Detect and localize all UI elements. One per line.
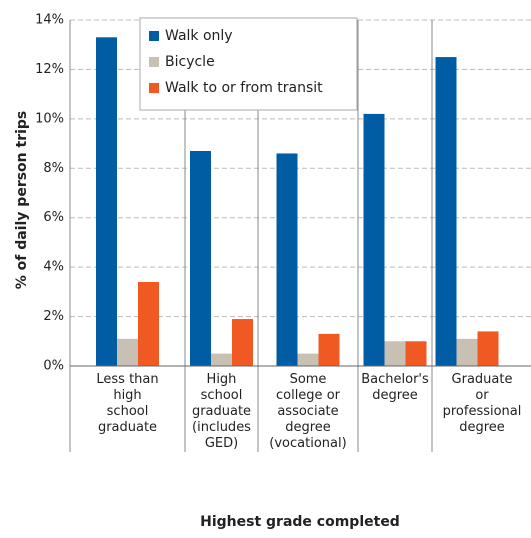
y-tick-label: 0% [43, 359, 64, 374]
y-tick-label: 12% [35, 62, 64, 77]
bar [276, 153, 298, 366]
bar [456, 338, 478, 366]
y-tick-label: 6% [43, 210, 64, 225]
bar [477, 331, 499, 366]
y-tick-label: 14% [35, 13, 64, 28]
legend-label: Walk to or from transit [165, 80, 323, 96]
legend-swatch [149, 31, 159, 41]
y-tick-label: 10% [35, 111, 64, 126]
bar [435, 57, 457, 366]
x-tick-label: Bachelor's degree [361, 372, 429, 403]
bar [297, 353, 319, 366]
y-tick-label: 4% [43, 260, 64, 275]
legend: Walk only Bicycle Walk to or from transit [139, 17, 358, 111]
legend-label: Walk only [165, 28, 233, 44]
bar [405, 341, 427, 366]
x-tick-label: Some college or associate degree (vocati… [269, 372, 347, 451]
x-tick-label: High school graduate (includes GED) [191, 372, 252, 451]
legend-box [139, 17, 358, 111]
x-tick-label: Less than high school graduate [96, 372, 159, 435]
bar [363, 113, 385, 367]
x-axis-title: Highest grade completed [200, 514, 400, 530]
bar [138, 281, 159, 366]
bar [190, 150, 211, 366]
x-tick-label: Graduate or professional degree [442, 372, 522, 435]
legend-label: Bicycle [165, 54, 215, 70]
bar [318, 333, 340, 366]
bar [117, 338, 138, 366]
y-tick-label: 8% [43, 161, 64, 176]
y-tick-label: 2% [43, 309, 64, 324]
legend-swatch [149, 57, 159, 67]
y-axis-title: % of daily person trips [14, 111, 30, 290]
bar [211, 353, 232, 366]
bar [232, 319, 253, 366]
bar [96, 37, 117, 367]
legend-swatch [149, 83, 159, 93]
bar [384, 341, 406, 366]
